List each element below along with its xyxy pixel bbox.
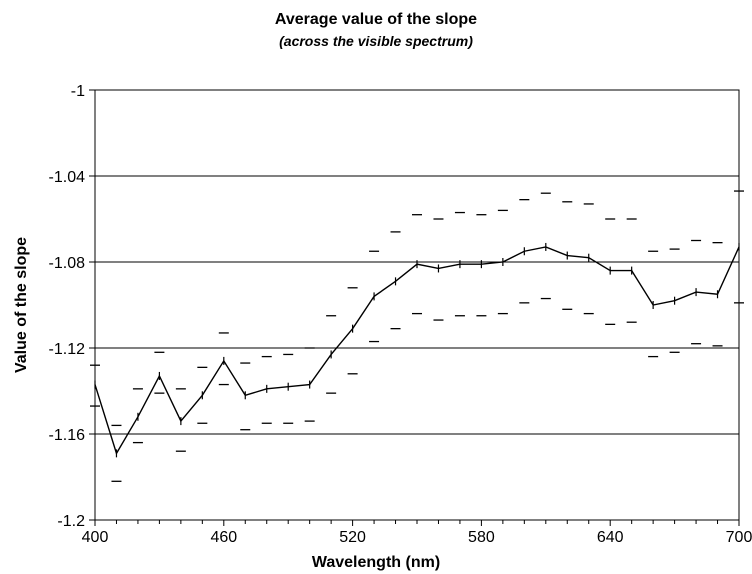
series-2 [90,190,744,427]
x-tick-label: 400 [82,529,109,546]
y-tick-label: -1 [71,83,85,100]
y-axis-label: Value of the slope [13,237,30,373]
x-tick-label: 700 [726,529,752,546]
x-axis-ticks: 400 460 520 580 640 700 [82,520,752,546]
series-1 [94,242,740,458]
series-layer [90,190,744,482]
y-tick-label: -1.16 [49,427,86,444]
y-tick-label: -1.04 [49,169,86,186]
y-axis-ticks: -1 -1.04 -1.08 -1.12 -1.16 -1.2 [49,83,95,530]
x-tick-label: 460 [210,529,237,546]
y-tick-label: -1.08 [49,255,86,272]
chart-subtitle: (across the visible spectrum) [279,33,473,49]
chart-title: Average value of the slope [275,11,477,28]
plot-area [94,89,740,521]
x-tick-label: 580 [468,529,495,546]
y-tick-label: -1.12 [49,341,86,358]
series-line [94,246,740,456]
x-axis-label: Wavelength (nm) [312,554,440,571]
y-tick-label: -1.2 [57,513,85,530]
x-tick-label: 520 [339,529,366,546]
grid-lines [95,89,739,521]
x-tick-label: 640 [597,529,624,546]
series-3 [90,297,744,482]
